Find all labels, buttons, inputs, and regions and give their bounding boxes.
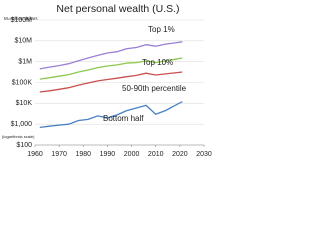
page: Net personal wealth (U.S.) M=million dol… [2,2,212,158]
x-tick-label: 2030 [196,151,212,158]
x-tick-label: 1960 [27,151,43,158]
series-label: Top 10% [142,58,173,67]
x-tick-label: 2010 [148,151,164,158]
y-tick-label: $100 [16,142,32,149]
series-label: Bottom half [103,114,144,123]
y-tick-label: $100K [12,79,33,86]
x-tick-label: 2000 [124,151,140,158]
y-tick-label: $1,000 [11,121,33,128]
chart-title: Net personal wealth (U.S.) [56,3,179,15]
y-tick-label: $10M [14,38,32,45]
chart: Net personal wealth (U.S.) M=million dol… [2,3,212,158]
x-tick-label: 1970 [51,151,67,158]
scale-note: (logarithmic scale) [2,134,35,139]
x-tick-label: 2020 [172,151,188,158]
series-line [39,71,183,93]
series-line [39,101,183,129]
series-label: Top 1% [148,25,175,34]
series-label: 50-90th percentile [122,84,187,93]
y-tick-label: $10K [16,100,33,107]
x-tick-label: 1990 [100,151,116,158]
series-line [39,57,183,80]
y-tick-label: $100M [11,17,33,24]
y-note: M=million dollars [4,16,38,21]
y-tick-label: $1M [18,59,32,66]
x-tick-label: 1980 [75,151,91,158]
series-line [39,41,183,70]
